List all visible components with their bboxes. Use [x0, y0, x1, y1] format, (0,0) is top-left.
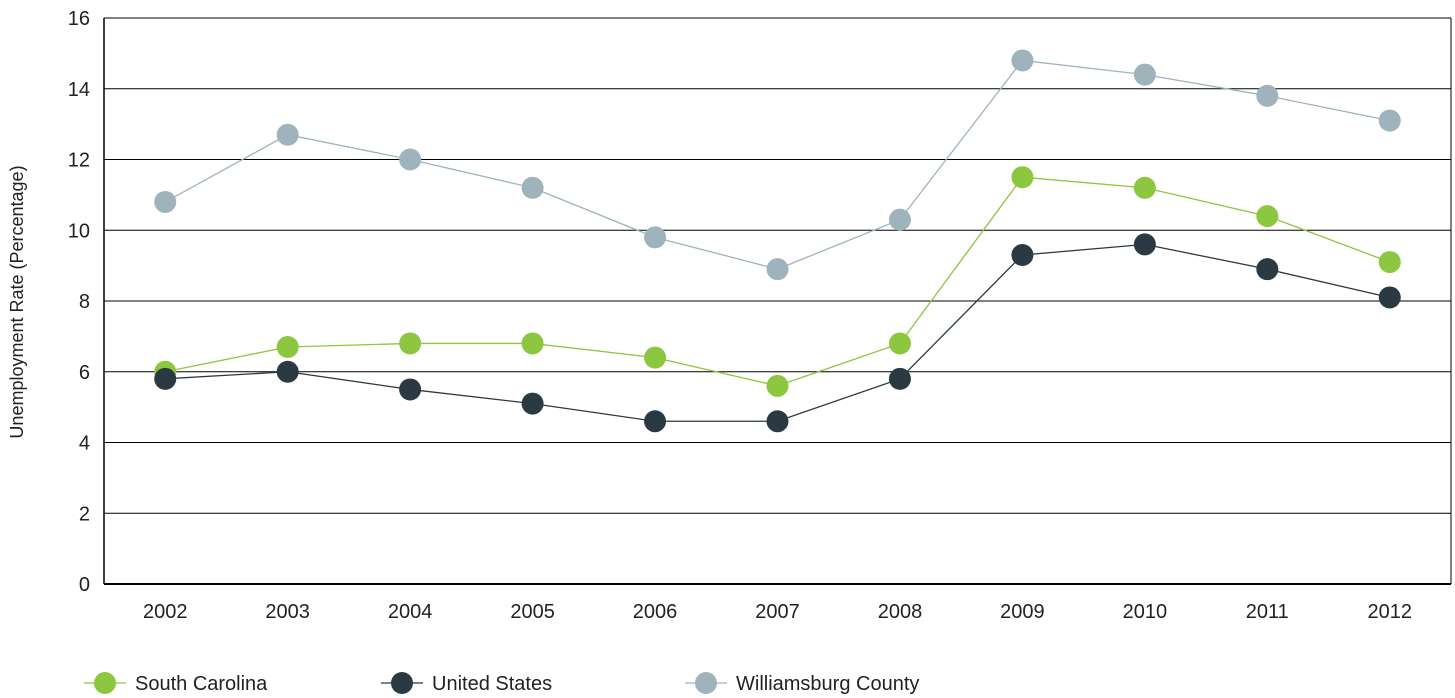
- legend-label: United States: [432, 673, 552, 695]
- legend-marker: [695, 672, 717, 694]
- data-point: [644, 410, 667, 433]
- y-tick-label: 8: [79, 291, 90, 313]
- data-point: [1256, 258, 1279, 281]
- x-tick-label: 2011: [1246, 601, 1289, 623]
- series-line: [165, 176, 1391, 387]
- data-point: [644, 346, 667, 369]
- data-point: [399, 332, 422, 355]
- x-tick-label: 2010: [1123, 601, 1168, 623]
- y-axis-ticks: 0 2 4 6 8 10 12 14 16: [68, 8, 90, 596]
- y-tick-label: 2: [79, 503, 90, 525]
- legend-item: South Carolina: [84, 672, 268, 695]
- data-point: [521, 176, 544, 199]
- data-point: [1256, 84, 1279, 107]
- data-point: [1011, 49, 1034, 72]
- data-point: [276, 335, 299, 358]
- x-tick-label: 2007: [755, 601, 800, 623]
- x-tick-label: 2009: [1000, 601, 1045, 623]
- series-line: [164, 59, 1390, 270]
- axes: [103, 18, 1452, 585]
- data-point: [1256, 205, 1279, 228]
- data-point: [521, 392, 544, 415]
- data-point: [276, 123, 299, 146]
- x-tick-label: 2012: [1368, 601, 1413, 623]
- x-tick-label: 2008: [878, 601, 923, 623]
- y-axis-title: Unemployment Rate (Percentage): [7, 165, 27, 438]
- x-tick-label: 2002: [143, 601, 188, 623]
- data-point: [1011, 166, 1034, 189]
- y-tick-label: 0: [79, 574, 90, 596]
- data-point: [888, 208, 911, 231]
- data-point: [154, 367, 177, 390]
- data-point: [399, 378, 422, 401]
- series-united-states: [154, 233, 1401, 433]
- y-tick-label: 14: [68, 79, 90, 101]
- x-tick-label: 2006: [633, 601, 678, 623]
- data-point: [766, 374, 789, 397]
- legend-marker: [94, 672, 116, 694]
- y-tick-label: 4: [79, 433, 90, 455]
- y-tick-label: 10: [68, 220, 90, 242]
- y-tick-label: 16: [68, 8, 90, 30]
- data-point: [1378, 109, 1401, 132]
- series-layer: [154, 49, 1401, 433]
- data-point: [888, 367, 911, 390]
- legend-item: United States: [381, 672, 552, 695]
- data-point: [888, 332, 911, 355]
- data-point: [1378, 251, 1401, 274]
- data-point: [154, 190, 177, 213]
- y-tick-label: 6: [79, 362, 90, 384]
- data-point: [521, 332, 544, 355]
- legend-label: South Carolina: [135, 673, 268, 695]
- data-point: [1133, 176, 1156, 199]
- data-point: [276, 360, 299, 383]
- data-point: [766, 258, 789, 281]
- data-point: [1378, 286, 1401, 309]
- x-tick-label: 2005: [510, 601, 555, 623]
- series-south-carolina: [154, 166, 1401, 397]
- data-point: [766, 410, 789, 433]
- data-point: [1133, 63, 1156, 86]
- data-point: [644, 226, 667, 249]
- x-tick-label: 2004: [388, 601, 433, 623]
- legend-marker: [391, 672, 413, 694]
- series-williamsburg-county: [154, 49, 1401, 281]
- data-point: [1011, 244, 1034, 267]
- y-tick-label: 12: [68, 150, 90, 172]
- gridlines: [104, 17, 1451, 514]
- data-point: [1133, 233, 1156, 256]
- data-point: [399, 148, 422, 171]
- legend-label: Williamsburg County: [736, 673, 919, 695]
- x-axis-ticks: 2002 2003 2004 2005 2006 2007 2008 2009 2010 2011…: [143, 601, 1412, 623]
- legend: South Carolina United States Williamsburg …: [84, 672, 919, 695]
- x-tick-label: 2003: [265, 601, 310, 623]
- legend-item: Williamsburg County: [685, 672, 919, 695]
